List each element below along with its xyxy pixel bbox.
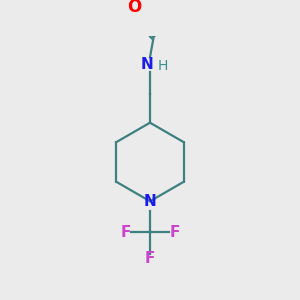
- Text: H: H: [158, 59, 168, 73]
- Text: F: F: [169, 224, 180, 239]
- Text: O: O: [127, 0, 141, 16]
- Text: N: N: [141, 57, 154, 72]
- Text: F: F: [120, 224, 130, 239]
- Text: F: F: [145, 251, 155, 266]
- Text: N: N: [144, 194, 156, 209]
